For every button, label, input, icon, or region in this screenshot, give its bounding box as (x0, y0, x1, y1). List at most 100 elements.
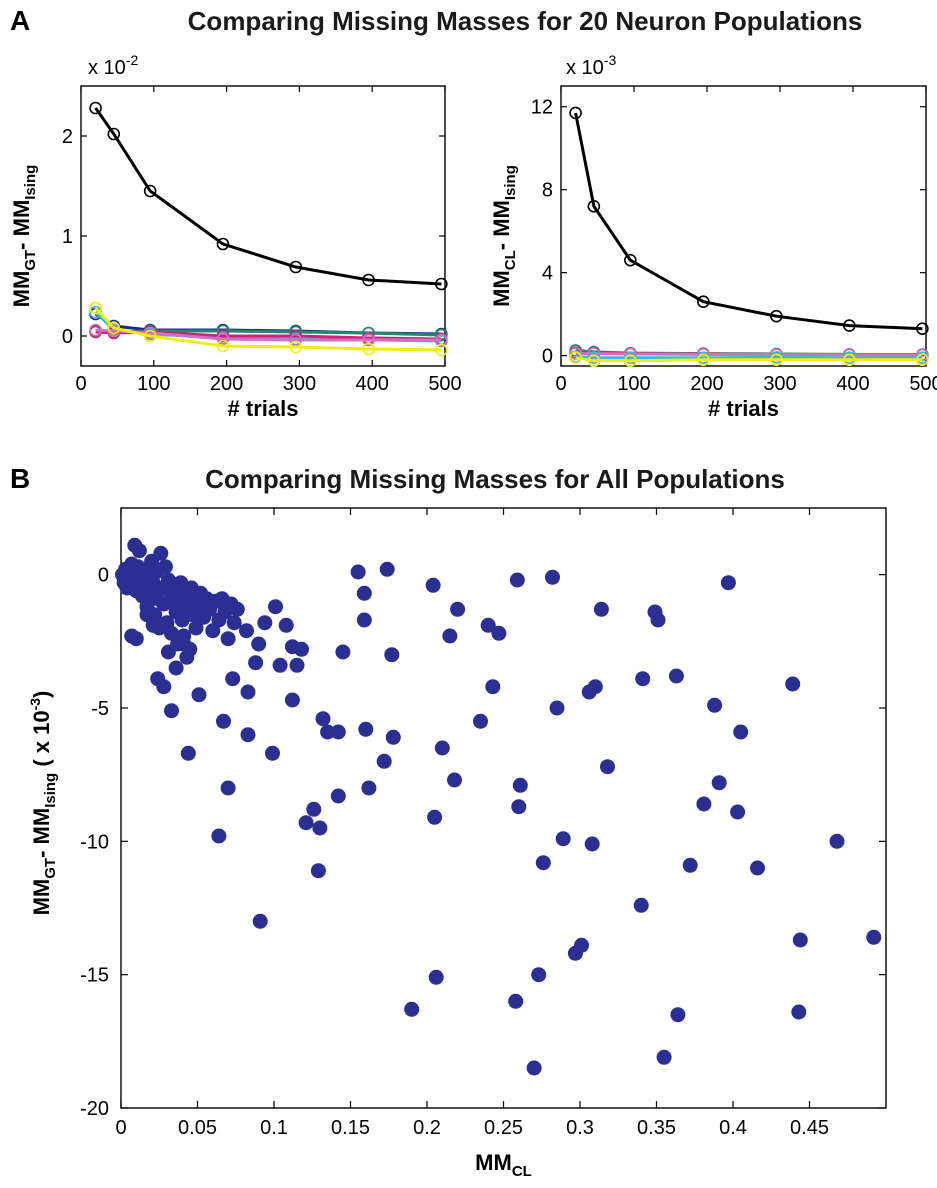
y-tick-label: -5 (91, 698, 109, 720)
series-marker (587, 199, 601, 213)
scatter-point (312, 820, 328, 836)
scatter-point (750, 860, 765, 876)
scatter-point (298, 815, 314, 831)
scatter-point (240, 727, 256, 743)
series-marker (435, 333, 448, 347)
y-axis-label: MMGT- MMIsing ( x 10-3) (27, 691, 59, 916)
scatter-point (356, 585, 372, 601)
x-tick-label: 0.2 (413, 1117, 441, 1139)
scatter-point (535, 855, 551, 871)
scatter-point (428, 969, 444, 985)
scatter-point (656, 1049, 672, 1065)
y-tick-label: 12 (531, 97, 553, 119)
scatter-point (384, 647, 400, 663)
y-axis-label-part: GT (22, 250, 39, 271)
scatter-point (216, 713, 231, 729)
series-marker (916, 322, 929, 335)
series-marker (143, 184, 157, 198)
scatter-point (511, 799, 527, 815)
y-tick-label: 0 (98, 565, 109, 587)
scatter-point (450, 601, 466, 617)
scatter-point (220, 780, 236, 796)
series-marker (697, 295, 710, 309)
scatter-point (574, 937, 589, 953)
scatter-point (128, 631, 144, 647)
x-tick-label: 500 (909, 373, 937, 395)
scatter-point (240, 684, 256, 700)
scatter-point (711, 775, 727, 791)
scatter-point (555, 831, 571, 847)
y-axis-label-part: MM (489, 200, 514, 237)
scatter-point (587, 679, 603, 695)
scatter-point (211, 828, 227, 844)
scatter-point (434, 740, 450, 756)
exponent-label: x 10-3 (566, 52, 616, 79)
series-marker (770, 353, 783, 367)
scatter-point (226, 615, 242, 631)
series-marker (624, 351, 637, 365)
scatter-point (730, 804, 746, 820)
exponent-label-part: x 10 (566, 57, 604, 79)
plot-frame (80, 85, 446, 367)
series-marker (569, 106, 582, 120)
x-tick-label: 400 (356, 373, 389, 395)
scatter-point (168, 660, 184, 676)
x-tick-label: 0 (75, 373, 86, 395)
scatter-point (512, 777, 528, 793)
y-axis-label-part: Ising (22, 165, 39, 200)
x-tick-label: 0.05 (178, 1117, 217, 1139)
y-tick-label: -10 (80, 831, 109, 853)
scatter-point (268, 599, 283, 615)
series-marker (569, 351, 582, 365)
series-marker (770, 309, 783, 323)
x-axis-label: MMCL (475, 1150, 532, 1180)
series-line (575, 356, 923, 363)
x-axis-label: # trials (228, 396, 299, 421)
x-tick-label: 400 (836, 373, 869, 395)
scatter-point (248, 655, 264, 671)
series-line (95, 328, 442, 342)
scatter-point (229, 601, 245, 617)
y-axis-label-part: - (9, 236, 34, 249)
series-marker (289, 340, 303, 354)
scatter-point (160, 644, 176, 660)
y-axis-label-part: CL (502, 250, 519, 270)
series-marker (843, 353, 856, 367)
x-tick-label: 0 (555, 373, 566, 395)
x-tick-label: 0.4 (719, 1117, 747, 1139)
scatter-point (330, 788, 346, 804)
y-tick-label: 4 (542, 263, 553, 285)
y-axis-label-part: Ising (502, 165, 519, 200)
scatter-point (549, 700, 565, 716)
y-tick-label: 0 (542, 346, 553, 368)
chart-a-right: 010020030040050004812x 10-3# trialsMMCL-… (489, 52, 937, 421)
scatter-point (442, 628, 458, 644)
scatter-point (491, 625, 507, 641)
panel-b-letter: B (10, 463, 30, 494)
panel-a-letter: A (10, 5, 30, 36)
y-axis-label-part: Ising (42, 773, 59, 808)
series-marker (89, 101, 102, 115)
exponent-label-part: x 10 (88, 57, 126, 79)
y-tick-label: 2 (62, 126, 73, 148)
y-axis-label-part: MM (9, 200, 34, 237)
scatter-point (153, 545, 169, 561)
x-tick-label: 0.35 (637, 1117, 676, 1139)
scatter-point (225, 671, 241, 687)
scatter-point (425, 577, 441, 593)
scatter-point (509, 572, 525, 588)
scatter-point (791, 1004, 807, 1020)
scatter-point (350, 564, 366, 580)
series-marker (143, 329, 157, 343)
y-tick-label: -15 (80, 965, 109, 987)
scatter-point (427, 809, 443, 825)
scatter-point (257, 615, 273, 631)
scatter-point (220, 631, 236, 647)
series-marker (624, 354, 637, 368)
scatter-point (584, 836, 600, 852)
scatter-point (385, 729, 401, 745)
scatter-point (600, 759, 615, 775)
x-axis-label: # trials (708, 396, 779, 421)
y-axis-label-part: - (29, 844, 54, 857)
